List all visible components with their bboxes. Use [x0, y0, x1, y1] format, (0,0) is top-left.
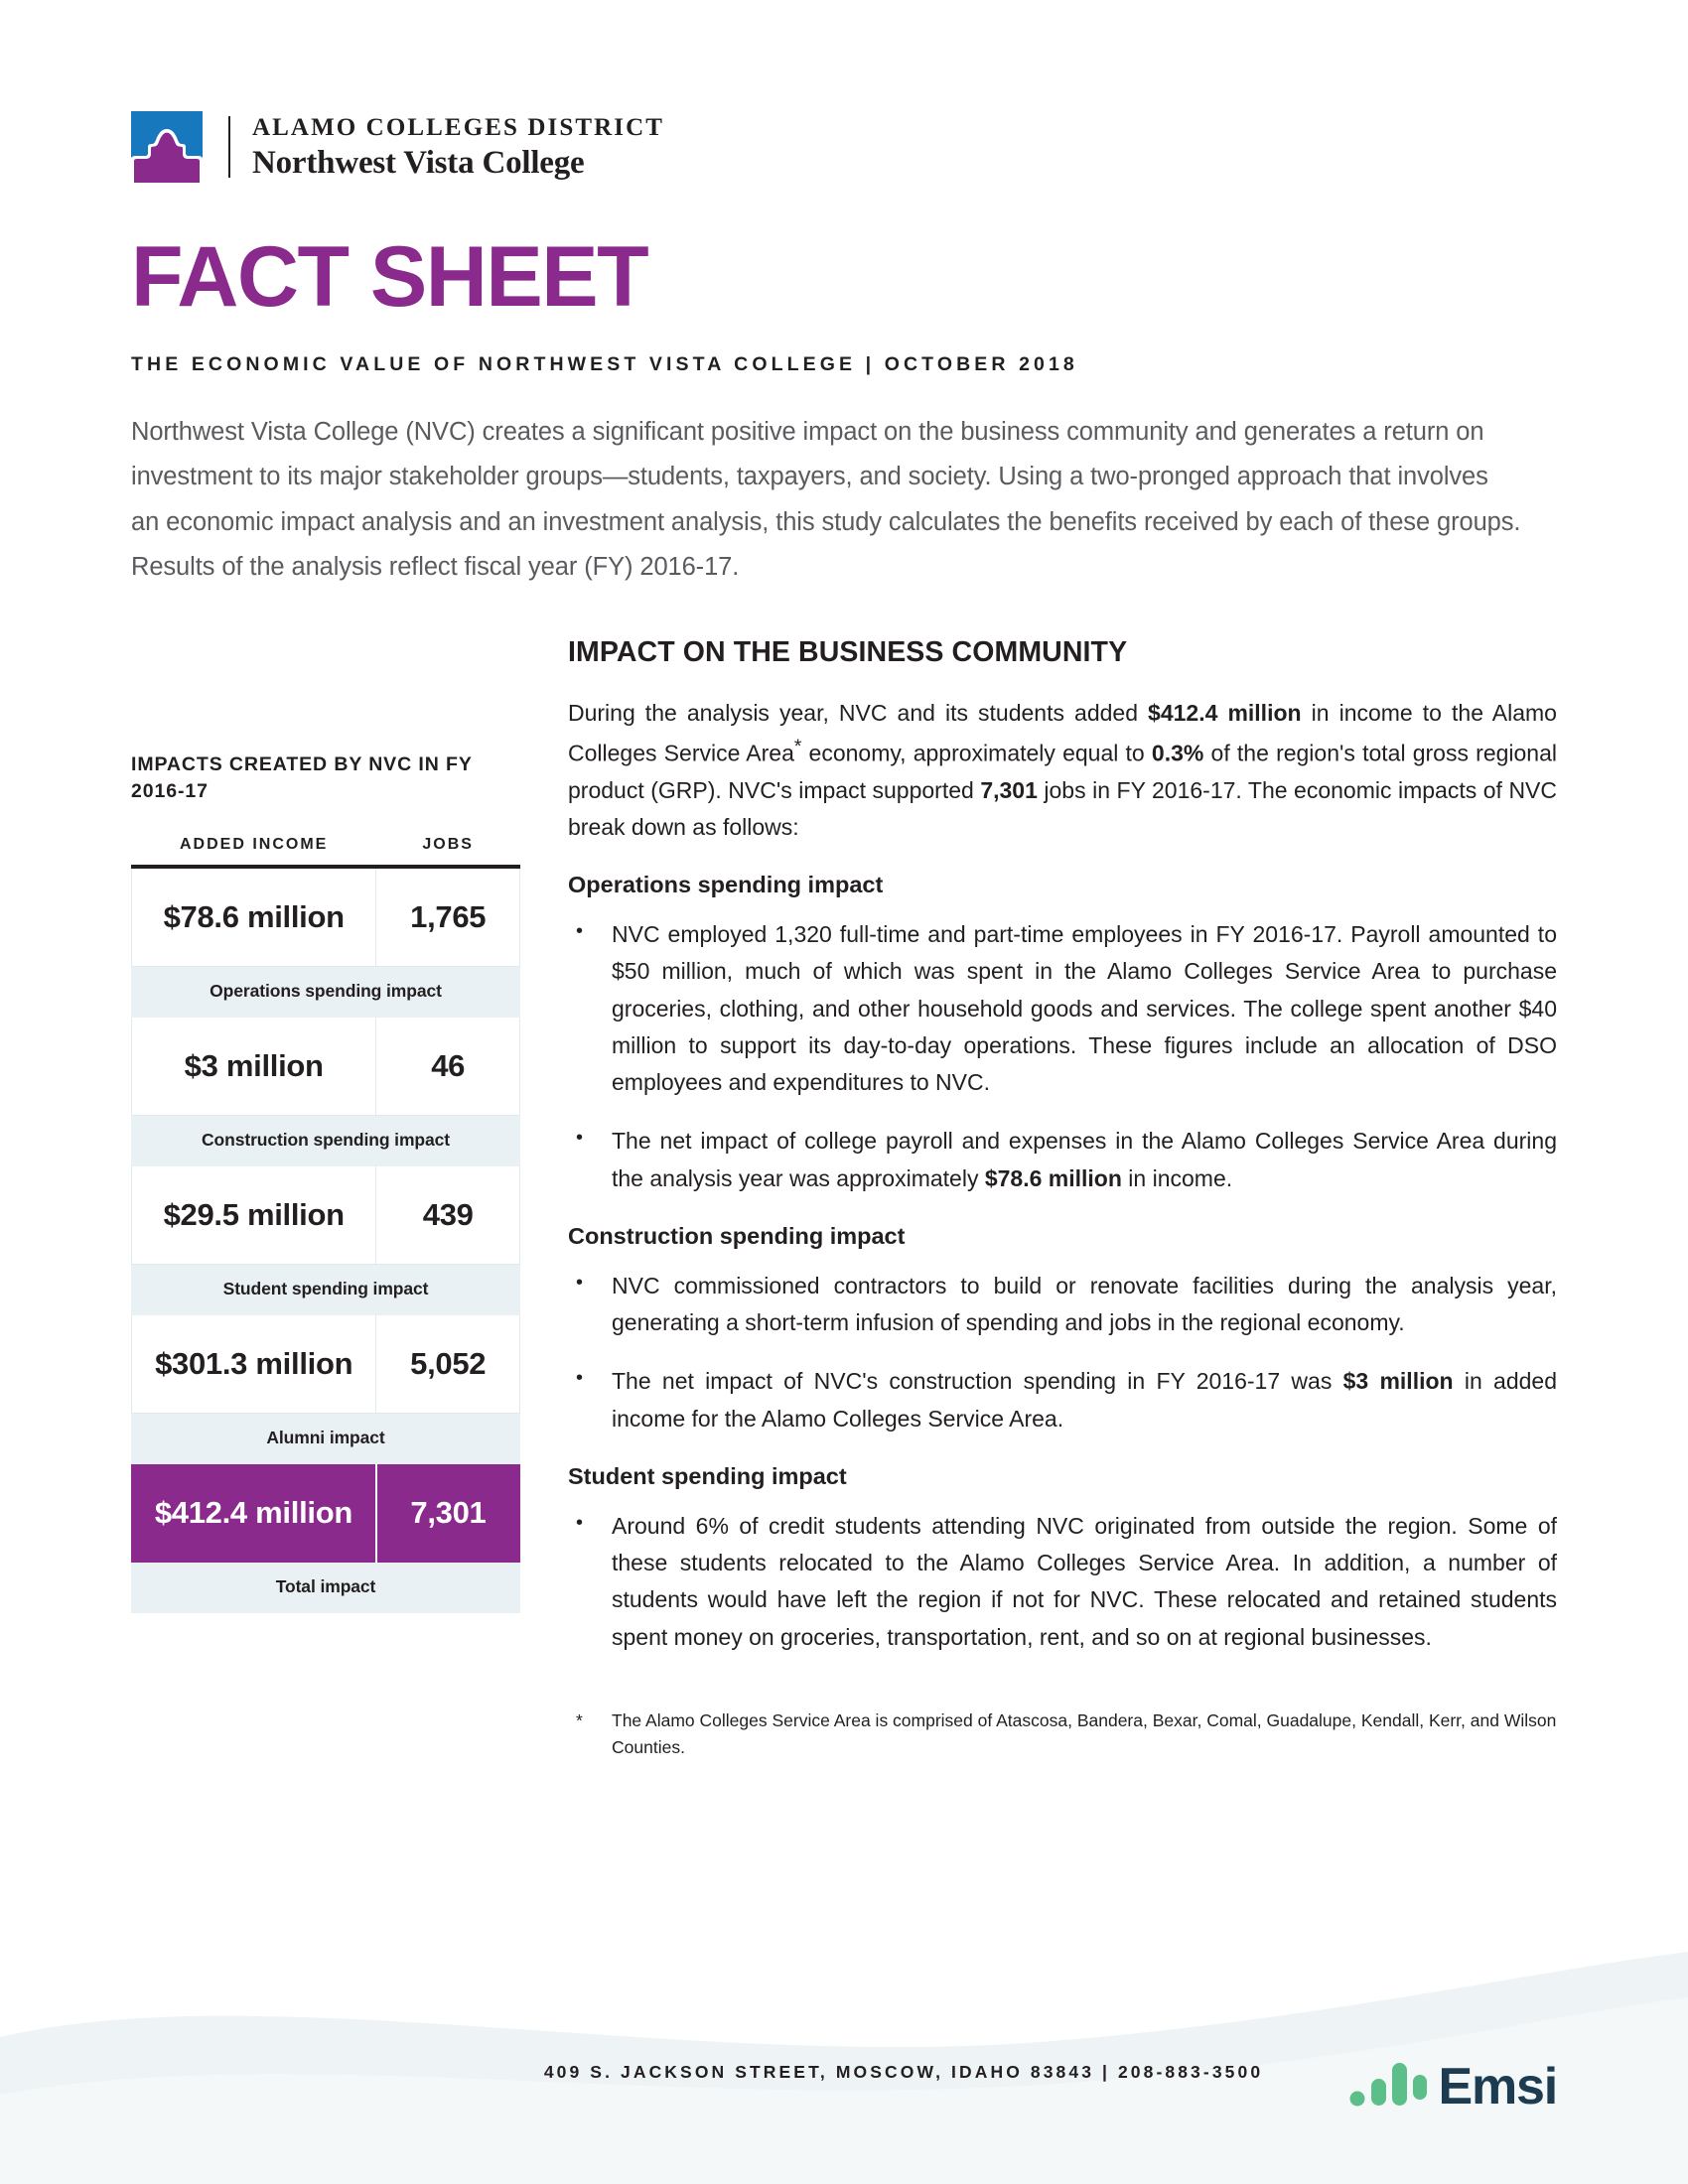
- cell-label: Operations spending impact: [131, 965, 520, 1018]
- lead-bold-income: $412.4 million: [1148, 699, 1302, 726]
- cell-jobs-total: 7,301: [374, 1462, 520, 1563]
- table-row: $29.5 million 439: [130, 1164, 520, 1265]
- page-title: FACT SHEET: [131, 229, 649, 325]
- list-item: Around 6% of credit students attending N…: [568, 1507, 1557, 1656]
- impacts-table: ADDED INCOME JOBS $78.6 million 1,765 Op…: [130, 835, 520, 1613]
- alamo-mission-logo-icon: [131, 111, 203, 183]
- bullet-part-1: NVC employed 1,320 full-time and part-ti…: [612, 921, 1557, 1096]
- masthead: ALAMO COLLEGES DISTRICT Northwest Vista …: [131, 0, 1557, 183]
- district-name: ALAMO COLLEGES DISTRICT: [252, 113, 665, 141]
- bullet-list-student: Around 6% of credit students attending N…: [568, 1507, 1557, 1656]
- bullet-part-2: in added income for the Alamo Colleges S…: [612, 1368, 1558, 1432]
- lead-bold-percent: 0.3%: [1151, 740, 1204, 766]
- college-name: Northwest Vista College: [252, 144, 585, 181]
- bullet-bold: $78.6 million: [984, 1164, 1122, 1191]
- table-label-row: Total impact: [131, 1561, 520, 1613]
- emsi-wordmark: Emsi: [1438, 2058, 1559, 2116]
- lead-part-3: economy, approximately equal to: [801, 740, 1152, 766]
- column-header-added-income: ADDED INCOME: [131, 835, 376, 869]
- lead-bold-jobs: 7,301: [980, 776, 1038, 803]
- page-subtitle: THE ECONOMIC VALUE OF NORTHWEST VISTA CO…: [131, 353, 1078, 375]
- subheading-construction-spending: Construction spending impact: [568, 1222, 906, 1249]
- bullet-part-1: Around 6% of credit students attending N…: [612, 1512, 1557, 1650]
- table-row: $3 million 46: [130, 1016, 520, 1116]
- table-label-row: Alumni impact: [131, 1412, 520, 1464]
- subheading-operations-spending: Operations spending impact: [568, 872, 884, 898]
- column-header-jobs: JOBS: [375, 835, 520, 869]
- cell-label: Alumni impact: [131, 1412, 520, 1464]
- narrative-column: IMPACT ON THE BUSINESS COMMUNITY During …: [520, 636, 1557, 1762]
- footnote: * The Alamo Colleges Service Area is com…: [568, 1707, 1557, 1761]
- table-row-total: $412.4 million 7,301: [130, 1462, 520, 1563]
- lead-part-4: of the region's total gross regional pro…: [568, 740, 1557, 803]
- bullet-part-2: in income.: [1121, 1164, 1233, 1191]
- cell-income-total: $412.4 million: [130, 1462, 377, 1563]
- bullet-list-operations: NVC employed 1,320 full-time and part-ti…: [568, 915, 1557, 1197]
- bullet-part-1: The net impact of college payroll and ex…: [612, 1128, 1557, 1191]
- cell-income: $78.6 million: [130, 866, 377, 967]
- cell-label: Student spending impact: [131, 1263, 520, 1315]
- emsi-bars-icon: [1349, 2063, 1427, 2107]
- list-item: The net impact of NVC's construction spe…: [568, 1362, 1558, 1437]
- cell-income: $29.5 million: [130, 1164, 377, 1265]
- table-header-row: ADDED INCOME JOBS: [131, 835, 520, 869]
- emsi-logo: Emsi: [1349, 2061, 1558, 2113]
- table-label-row: Construction spending impact: [131, 1114, 520, 1166]
- logo-text: ALAMO COLLEGES DISTRICT Northwest Vista …: [252, 115, 664, 180]
- bullet-part-1: NVC commissioned contractors to build or…: [612, 1272, 1557, 1336]
- list-item: NVC employed 1,320 full-time and part-ti…: [568, 915, 1557, 1101]
- cell-jobs: 439: [375, 1164, 520, 1265]
- cell-label: Construction spending impact: [131, 1114, 520, 1166]
- cell-income: $301.3 million: [130, 1313, 377, 1414]
- section-heading-business-community: IMPACT ON THE BUSINESS COMMUNITY: [568, 635, 1128, 668]
- table-row: $78.6 million 1,765: [130, 866, 520, 967]
- cell-jobs: 5,052: [375, 1313, 520, 1414]
- cell-jobs: 46: [375, 1016, 520, 1116]
- lead-part-1: During the analysis year, NVC and its st…: [568, 699, 1149, 726]
- lead-part-5: jobs in FY 2016-17. The economic impacts…: [568, 776, 1558, 840]
- footnote-mark: *: [576, 1709, 583, 1730]
- bullet-list-construction: NVC commissioned contractors to build or…: [568, 1267, 1558, 1437]
- page-container: ALAMO COLLEGES DISTRICT Northwest Vista …: [0, 0, 1688, 1761]
- page-footer: 409 S. JACKSON STREET, MOSCOW, IDAHO 838…: [0, 2037, 1688, 2107]
- table-label-row: Student spending impact: [131, 1263, 520, 1315]
- cell-income: $3 million: [130, 1016, 377, 1116]
- footnote-text: The Alamo Colleges Service Area is compr…: [612, 1709, 1557, 1758]
- bullet-bold: $3 million: [1342, 1368, 1454, 1395]
- impacts-table-title: IMPACTS CREATED BY NVC IN FY 2016-17: [131, 752, 473, 803]
- intro-paragraph: Northwest Vista College (NVC) creates a …: [131, 418, 1521, 582]
- list-item: NVC commissioned contractors to build or…: [568, 1267, 1557, 1342]
- logo-divider: [228, 116, 230, 178]
- impacts-table-column: IMPACTS CREATED BY NVC IN FY 2016-17 ADD…: [130, 636, 520, 1613]
- lead-paragraph: During the analysis year, NVC and its st…: [568, 695, 1557, 847]
- cell-label-total: Total impact: [131, 1561, 520, 1613]
- table-label-row: Operations spending impact: [131, 965, 520, 1018]
- cell-jobs: 1,765: [375, 866, 520, 967]
- footer-address: 409 S. JACKSON STREET, MOSCOW, IDAHO 838…: [543, 2061, 1264, 2082]
- subheading-student-spending: Student spending impact: [568, 1462, 847, 1489]
- footnote-reference: *: [793, 736, 802, 757]
- lead-part-2: in income to the Alamo Colleges Service …: [568, 699, 1557, 766]
- list-item: The net impact of college payroll and ex…: [568, 1122, 1557, 1197]
- bullet-part-1: The net impact of NVC's construction spe…: [612, 1368, 1343, 1395]
- table-row: $301.3 million 5,052: [130, 1313, 520, 1414]
- content-columns: IMPACTS CREATED BY NVC IN FY 2016-17 ADD…: [130, 636, 1557, 1762]
